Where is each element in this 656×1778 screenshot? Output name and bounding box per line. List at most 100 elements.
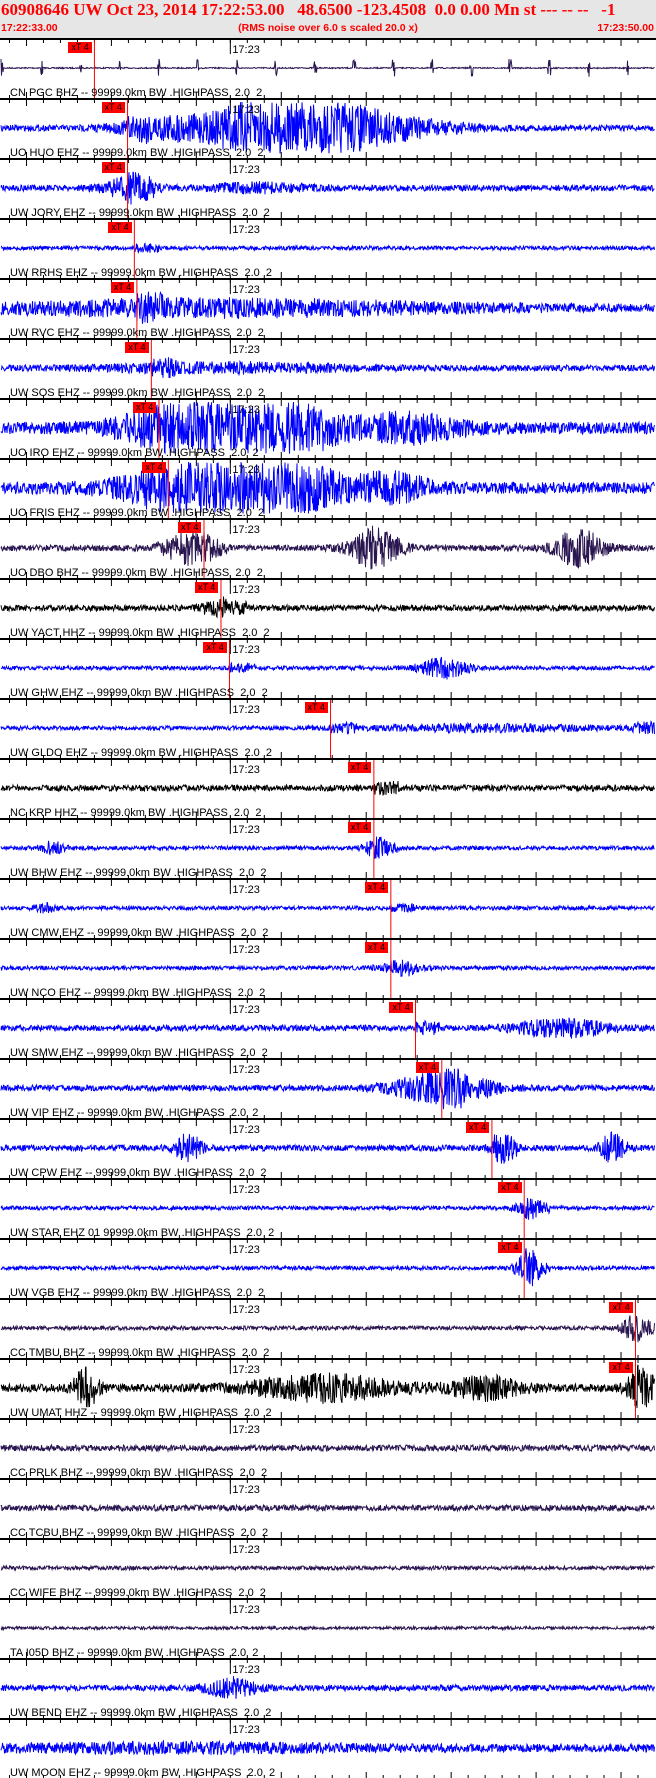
trace-label: UO IRO EHZ -- 99999.0km BW .HIGHPASS 2.0… xyxy=(10,447,259,458)
pick-flag[interactable]: xT 4 xyxy=(101,162,125,173)
trace-panel: 17:23 xT 4 UW RVC EHZ -- 99999.0km BW .HIG… xyxy=(0,278,656,338)
pick-flag[interactable]: xT 4 xyxy=(609,1362,633,1373)
trace-plot xyxy=(0,880,655,938)
trace-label: UW CMW EHZ -- 99999.0km BW .HIGHPASS 2.0… xyxy=(10,927,269,938)
trace-panel: 17:23 xT 4 UW YACT HHZ -- 99999.0km BW .HI… xyxy=(0,578,656,638)
minute-label: 17:23 xyxy=(232,224,260,236)
minute-label: 17:23 xyxy=(232,1724,260,1736)
minute-label: 17:23 xyxy=(232,824,260,836)
pick-flag[interactable]: xT 4 xyxy=(304,702,328,713)
pick-flag[interactable]: xT 4 xyxy=(108,222,132,233)
trace-panel: 17:23 xT 4 UW VGB EHZ -- 99999.0km BW .HIG… xyxy=(0,1238,656,1298)
trace-label: NC KRP HHZ -- 99999.0km BW .HIGHPASS 2.0… xyxy=(10,807,262,818)
pick-flag[interactable]: xT 4 xyxy=(142,462,166,473)
minute-label: 17:23 xyxy=(232,284,260,296)
trace-plot xyxy=(0,400,655,458)
trace-plot xyxy=(0,1000,655,1058)
waveform xyxy=(0,959,655,978)
trace-label: CC WIFE BHZ -- 99999.0km BW .HIGHPASS 2.… xyxy=(10,1587,266,1598)
trace-label: UW NCO EHZ -- 99999.0km BW .HIGHPASS 2.0… xyxy=(10,987,266,998)
pick-flag[interactable]: xT 4 xyxy=(465,1122,490,1133)
waveform xyxy=(0,461,655,514)
pick-flag[interactable]: xT 4 xyxy=(347,762,372,773)
minute-label: 17:23 xyxy=(232,944,260,956)
trace-panel: 17:23 xT 4 CC TMBU BHZ -- 99999.0km BW .HI… xyxy=(0,1298,656,1358)
pick-flag[interactable]: xT 4 xyxy=(132,402,157,413)
pick-flag[interactable]: xT 4 xyxy=(125,342,149,353)
trace-plot xyxy=(0,1480,655,1538)
minute-label: 17:23 xyxy=(232,1664,260,1676)
minute-label: 17:23 xyxy=(232,1364,260,1376)
trace-label: UW STAR EHZ 01 99999.0km BW .HIGHPASS 2.… xyxy=(10,1227,275,1238)
waveform xyxy=(0,357,655,379)
waveform xyxy=(0,1676,655,1699)
trace-label: TA I05D BHZ -- 99999.0km BW .HIGHPASS 2.… xyxy=(10,1647,259,1658)
seismogram-traces: 17:23 xT 4 CN PGC BHZ -- 99999.0km BW .HIG… xyxy=(0,38,656,1778)
trace-plot xyxy=(0,580,655,638)
minute-label: 17:23 xyxy=(232,884,260,896)
pick-flag[interactable]: xT 4 xyxy=(389,1002,413,1013)
pick-flag[interactable]: xT 4 xyxy=(101,102,125,113)
pick-flag[interactable]: xT 4 xyxy=(110,282,135,293)
trace-panel: 17:23 xT 4 UW JORY EHZ -- 99999.0km BW .HI… xyxy=(0,158,656,218)
trace-label: UW SMW EHZ -- 99999.0km BW .HIGHPASS 2.0… xyxy=(10,1047,268,1058)
trace-label: UW UMAT HHZ -- 99999.0km BW .HIGHPASS 2.… xyxy=(10,1407,272,1418)
trace-panel: 17:23 CC TCBU BHZ -- 99999.0km BW .HIGHPA… xyxy=(0,1478,656,1538)
waveform xyxy=(0,1364,655,1409)
waveform xyxy=(0,836,655,859)
window-start-time: 17:22:33.00 xyxy=(1,22,58,34)
trace-label: UW SOS EHZ -- 99999.0km BW .HIGHPASS 2.0… xyxy=(10,387,265,398)
trace-plot xyxy=(0,1420,655,1478)
trace-plot xyxy=(0,1540,655,1598)
trace-label: UW GLDO EHZ -- 99999.0km BW .HIGHPASS 2.… xyxy=(10,747,273,758)
scaling-note: (RMS noise over 6.0 s scaled 20.0 x) xyxy=(238,22,418,34)
pick-flag[interactable]: xT 4 xyxy=(364,942,389,953)
minute-label: 17:23 xyxy=(232,344,260,356)
trace-label: UO FRIS EHZ -- 99999.0km BW .HIGHPASS 2.… xyxy=(10,507,265,518)
waveform xyxy=(0,1197,655,1220)
pick-flag[interactable]: xT 4 xyxy=(203,642,227,653)
minute-label: 17:23 xyxy=(232,164,260,176)
trace-plot xyxy=(0,340,655,398)
waveform xyxy=(0,1248,655,1287)
waveform xyxy=(0,780,655,796)
trace-panel: 17:23 xT 4 UW GLDO EHZ -- 99999.0km BW .HI… xyxy=(0,698,656,758)
trace-panel: 17:23 xT 4 UO DBO BHZ -- 99999.0km BW .HIG… xyxy=(0,518,656,578)
pick-flag[interactable]: xT 4 xyxy=(177,522,202,533)
trace-label: UW YACT HHZ -- 99999.0km BW .HIGHPASS 2.… xyxy=(10,627,270,638)
waveform xyxy=(0,290,655,324)
minute-label: 17:23 xyxy=(232,1304,260,1316)
minute-label: 17:23 xyxy=(232,1184,260,1196)
trace-panel: 17:23 xT 4 UW CPW EHZ -- 99999.0km BW .HIG… xyxy=(0,1118,656,1178)
pick-flag[interactable]: xT 4 xyxy=(498,1182,522,1193)
waveform xyxy=(0,101,655,154)
trace-panel: 17:23 xT 4 UW BHW EHZ -- 99999.0km BW .HIG… xyxy=(0,818,656,878)
minute-label: 17:23 xyxy=(232,1244,260,1256)
pick-flag[interactable]: xT 4 xyxy=(364,882,389,893)
event-title: 60908646 UW Oct 23, 2014 17:22:53.00 48.… xyxy=(1,0,616,19)
minute-label: 17:23 xyxy=(232,1484,260,1496)
trace-panel: 17:23 xT 4 CN PGC BHZ -- 99999.0km BW .HIG… xyxy=(0,38,656,98)
trace-plot xyxy=(0,640,655,698)
trace-panel: 17:23 xT 4 UW STAR EHZ 01 99999.0km BW .HI… xyxy=(0,1178,656,1238)
trace-label: UW MOON EHZ -- 99999.0km BW .HIGHPASS 2.… xyxy=(10,1767,276,1778)
pick-flag[interactable]: xT 4 xyxy=(415,1062,440,1073)
minute-label: 17:23 xyxy=(232,644,260,656)
trace-label: UW BEND EHZ -- 99999.0km BW .HIGHPASS 2.… xyxy=(10,1707,272,1718)
pick-flag[interactable]: xT 4 xyxy=(609,1302,633,1313)
waveform xyxy=(0,1624,655,1632)
trace-plot xyxy=(0,1300,655,1358)
waveform xyxy=(0,1564,655,1572)
pick-flag[interactable]: xT 4 xyxy=(194,582,219,593)
pick-flag[interactable]: xT 4 xyxy=(347,822,372,833)
waveform xyxy=(0,1503,655,1513)
trace-panel: 17:23 xT 4 UW NCO EHZ -- 99999.0km BW .HIG… xyxy=(0,938,656,998)
waveform xyxy=(0,901,655,914)
trace-label: UO HUO EHZ -- 99999.0km BW .HIGHPASS 2.0… xyxy=(10,147,264,158)
pick-flag[interactable]: xT 4 xyxy=(498,1242,522,1253)
waveform xyxy=(0,1017,655,1039)
trace-label: CN PGC BHZ -- 99999.0km BW .HIGHPASS 2.0… xyxy=(10,87,263,98)
pick-flag[interactable]: xT 4 xyxy=(68,42,92,53)
trace-label: CC PRLK BHZ -- 99999.0km BW .HIGHPASS 2.… xyxy=(10,1467,268,1478)
minute-label: 17:23 xyxy=(232,1124,260,1136)
